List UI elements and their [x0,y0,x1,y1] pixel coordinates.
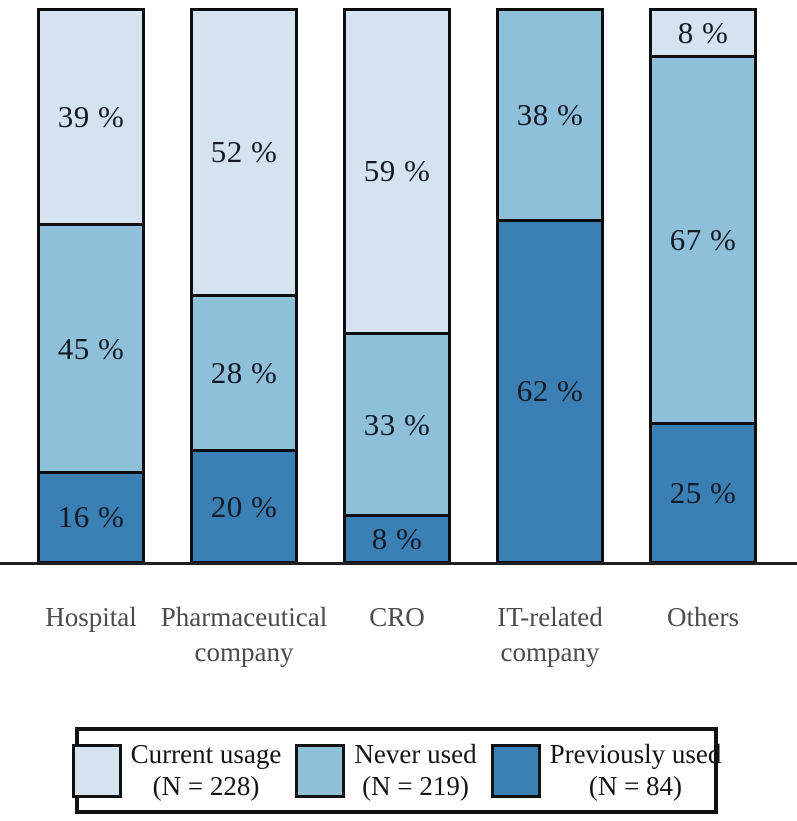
category-label: IT-related company [497,602,603,668]
segment-value-label: 59 % [363,153,431,189]
stacked-bar-4: 8 % 67 % 25 % [649,8,757,564]
stacked-bar-2: 59 % 33 % 8 % [343,8,451,564]
chart-legend: Current usage (N = 228) Never used (N = 219… [71,727,721,814]
segment-value-label: 45 % [57,330,125,366]
x-axis-line [0,562,797,565]
segment-value-label: 52 % [210,134,278,170]
segment-value-label: 62 % [516,373,584,409]
bar-segment: 8 % [652,11,754,55]
segment-value-label: 16 % [57,499,125,535]
legend-swatch [295,743,346,798]
bar-segment: 62 % [499,218,601,561]
bar-segment: 8 % [346,514,448,561]
stacked-bar-0: 39 % 45 % 16 % [37,8,145,564]
plot-area: 39 % 45 % 16 % 52 % 28 % 20 % 59 % 33 % 8 % 38 % 6… [37,8,757,564]
category-label: Hospital [45,602,137,632]
legend-swatch [71,743,122,798]
bar-segment: 39 % [40,11,142,224]
category-label: Others [667,602,739,632]
legend-swatch [490,743,541,798]
bar-segment: 25 % [652,422,754,561]
segment-value-label: 8 % [371,521,423,557]
stacked-bar-1: 52 % 28 % 20 % [190,8,298,564]
bar-segment: 67 % [652,54,754,422]
bar-segment: 38 % [499,11,601,219]
bar-segment: 45 % [40,223,142,471]
bar-segment: 16 % [40,470,142,561]
bar-segment: 33 % [346,331,448,515]
segment-value-label: 25 % [669,474,737,510]
bar-segment: 28 % [193,293,295,450]
bar-segment: 59 % [346,11,448,332]
segment-value-label: 20 % [210,488,278,524]
legend-label: Current usage (N = 228) [130,739,282,801]
bar-segment: 20 % [193,449,295,561]
segment-value-label: 8 % [677,14,729,50]
category-label: Pharmaceutical company [160,602,328,668]
legend-item: Previously used (N = 84) [490,739,722,801]
segment-value-label: 67 % [669,221,737,257]
segment-value-label: 39 % [57,98,125,134]
legend-label: Never used (N = 219) [354,739,477,801]
legend-item: Current usage (N = 228) [71,739,282,801]
legend-item: Never used (N = 219) [295,739,477,801]
segment-value-label: 28 % [210,354,278,390]
bar-segment: 52 % [193,11,295,294]
stacked-bar-3: 38 % 62 % [496,8,604,564]
segment-value-label: 33 % [363,406,431,442]
legend-label: Previously used (N = 84) [549,739,722,801]
category-label: CRO [369,602,425,632]
segment-value-label: 38 % [516,96,584,132]
